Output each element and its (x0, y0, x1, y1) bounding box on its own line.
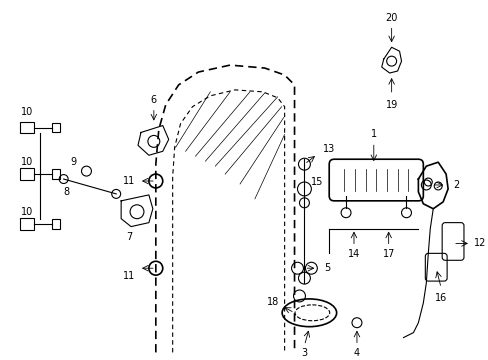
Text: 17: 17 (382, 249, 394, 259)
Text: 10: 10 (21, 207, 33, 217)
Text: 11: 11 (122, 271, 135, 281)
Text: 7: 7 (126, 231, 132, 242)
Text: 6: 6 (150, 95, 157, 105)
Text: 1: 1 (370, 130, 376, 139)
Bar (20, 168, 34, 180)
Text: 16: 16 (434, 293, 447, 303)
Text: 18: 18 (266, 297, 278, 307)
Text: 15: 15 (310, 177, 323, 187)
Text: 14: 14 (347, 249, 359, 259)
Bar (52, 219, 60, 229)
Text: 20: 20 (385, 13, 397, 23)
Text: 5: 5 (324, 263, 330, 273)
Bar (52, 122, 60, 132)
Text: 10: 10 (21, 107, 33, 117)
Text: 2: 2 (452, 180, 458, 190)
Text: 4: 4 (353, 348, 359, 359)
Text: 11: 11 (122, 176, 135, 186)
Bar (20, 122, 34, 134)
Text: 12: 12 (473, 238, 485, 248)
Bar (52, 169, 60, 179)
Text: 13: 13 (323, 144, 335, 154)
Text: 19: 19 (385, 100, 397, 110)
Text: 9: 9 (70, 157, 77, 167)
Text: 8: 8 (63, 187, 70, 197)
Text: 10: 10 (21, 157, 33, 167)
Bar (20, 218, 34, 230)
Text: 3: 3 (301, 348, 307, 359)
